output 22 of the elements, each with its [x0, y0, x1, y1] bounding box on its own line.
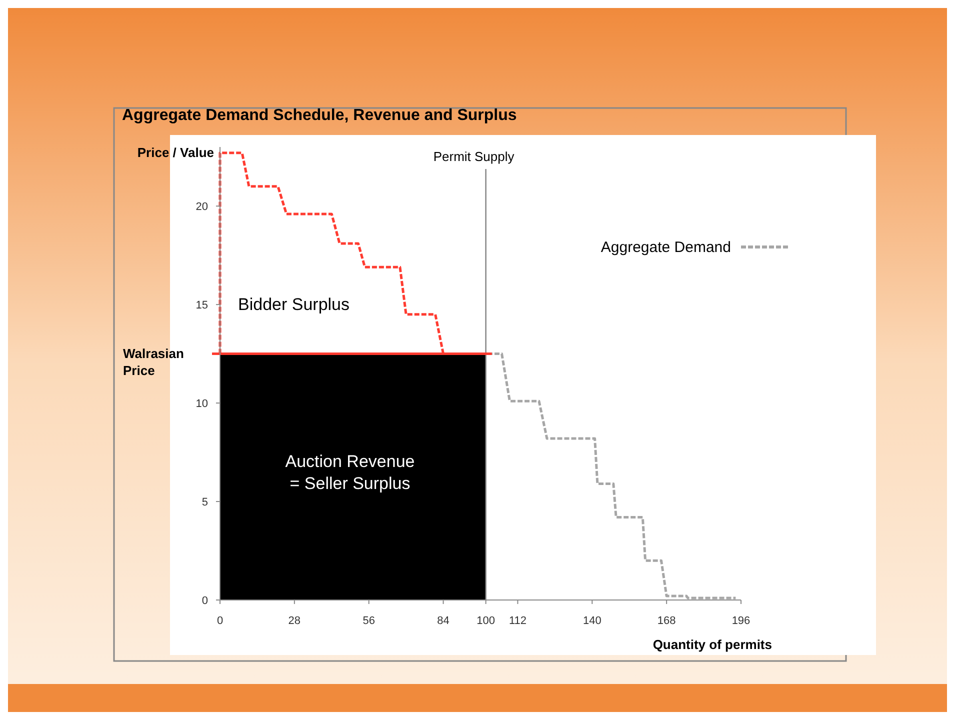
y-axis-title: Price / Value: [137, 145, 214, 160]
chart-title: Aggregate Demand Schedule, Revenue and Surplus: [122, 107, 517, 124]
x-tick-label: 112: [508, 615, 526, 627]
legend-label: Aggregate Demand: [600, 239, 731, 256]
x-tick-label: 28: [288, 615, 301, 627]
ref-line-label: Permit Supply: [433, 149, 515, 164]
x-axis-title: Quantity of permits: [652, 637, 772, 652]
y-tick-label: 20: [196, 201, 208, 214]
x-tick-label: 84: [437, 615, 450, 627]
y-tick-label: 10: [196, 398, 208, 410]
x-tick-label: 196: [732, 615, 750, 627]
ref-line-label: Walrasian Price: [123, 346, 184, 378]
y-tick-label: 5: [202, 496, 208, 509]
y-tick-label: 15: [196, 300, 208, 312]
x-tick-label: 140: [582, 615, 602, 627]
annotation: Auction Revenue = Seller Surplus: [285, 452, 415, 493]
annotation: Bidder Surplus: [238, 295, 350, 314]
x-tick-label: 100: [476, 615, 495, 627]
y-tick-label: 0: [202, 595, 208, 607]
x-tick-label: 168: [657, 615, 676, 627]
x-tick-label: 56: [362, 615, 375, 627]
x-tick-label: 0: [216, 615, 224, 627]
